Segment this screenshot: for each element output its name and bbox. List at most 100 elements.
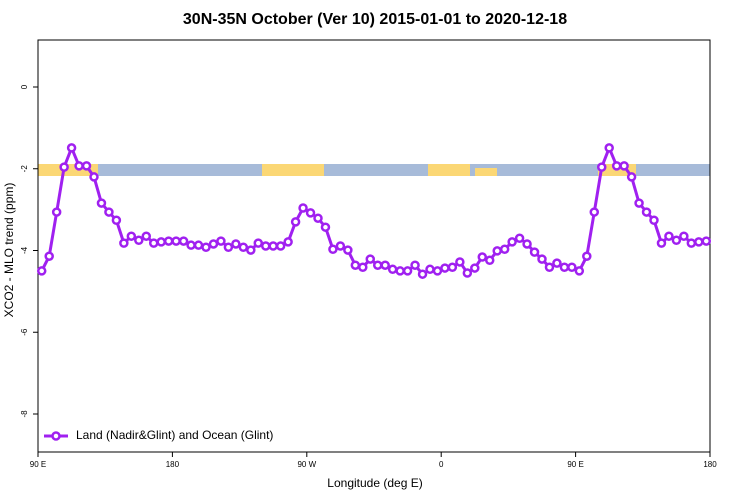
data-point xyxy=(559,262,570,273)
x-tick-label: 90 E xyxy=(567,460,583,469)
data-point xyxy=(499,244,510,255)
data-point xyxy=(492,246,502,256)
data-point xyxy=(156,237,166,247)
data-point xyxy=(104,207,114,217)
map-strip xyxy=(38,164,710,176)
data-point xyxy=(253,238,264,248)
legend-marker xyxy=(51,431,61,441)
data-point xyxy=(402,266,413,276)
data-point xyxy=(81,161,92,171)
data-point xyxy=(178,236,189,246)
data-point xyxy=(425,264,435,275)
data-point xyxy=(96,198,107,208)
data-point xyxy=(701,236,712,246)
data-point xyxy=(59,162,69,172)
data-point xyxy=(552,258,562,268)
data-point xyxy=(119,238,129,248)
data-point xyxy=(634,198,644,208)
data-point xyxy=(641,207,652,217)
data-point xyxy=(694,237,704,247)
data-point xyxy=(51,207,62,217)
data-point xyxy=(171,236,181,246)
data-point xyxy=(223,242,234,252)
data-point xyxy=(619,161,629,171)
data-point xyxy=(417,269,428,279)
data-point xyxy=(216,236,226,246)
x-tick-label: 90 E xyxy=(30,460,46,469)
y-tick-label: -6 xyxy=(20,328,29,336)
data-point xyxy=(365,254,376,264)
data-point xyxy=(671,235,682,246)
data-point xyxy=(380,260,390,270)
data-point xyxy=(604,143,614,153)
data-point xyxy=(514,233,525,243)
data-point xyxy=(134,235,144,246)
data-point xyxy=(462,268,473,278)
data-point xyxy=(484,255,495,266)
data-point xyxy=(231,239,241,249)
data-point xyxy=(544,262,555,273)
x-tick-label: 180 xyxy=(166,460,180,469)
data-point xyxy=(126,231,137,241)
chart-title: 30N-35N October (Ver 10) 2015-01-01 to 2… xyxy=(183,11,567,28)
data-point xyxy=(656,238,667,248)
data-point xyxy=(343,245,353,255)
data-point xyxy=(246,245,256,255)
data-point xyxy=(358,262,368,273)
data-point xyxy=(36,266,47,276)
y-tick-label: -8 xyxy=(20,410,29,418)
data-point xyxy=(163,236,174,246)
data-point xyxy=(201,242,211,252)
data-point xyxy=(350,260,361,270)
data-point xyxy=(395,266,405,276)
data-point xyxy=(335,241,346,251)
plot-frame xyxy=(37,39,711,453)
y-axis-label: XCO2 - MLO trend (ppm) xyxy=(2,183,16,318)
data-point xyxy=(477,252,488,262)
x-tick-label: 0 xyxy=(439,460,444,469)
data-point xyxy=(89,172,99,182)
data-point xyxy=(275,241,286,251)
data-point xyxy=(148,238,159,248)
data-point xyxy=(328,244,338,255)
data-point xyxy=(432,266,443,276)
data-point xyxy=(567,262,577,273)
data-point xyxy=(626,172,637,182)
data-point xyxy=(74,161,84,171)
data-point xyxy=(372,260,383,270)
data-point xyxy=(238,242,249,252)
data-point xyxy=(111,215,122,225)
data-point xyxy=(208,239,219,249)
data-point xyxy=(260,241,271,251)
data-point xyxy=(611,161,622,171)
data-point xyxy=(649,215,659,225)
data-point xyxy=(66,143,77,153)
y-tick-label: -4 xyxy=(20,246,29,254)
x-tick-label: 90 W xyxy=(297,460,316,469)
data-point xyxy=(470,263,480,273)
data-point xyxy=(522,239,532,249)
data-point xyxy=(589,207,600,217)
data-point xyxy=(186,240,196,250)
data-point xyxy=(290,217,301,227)
data-point xyxy=(679,231,689,241)
data-point xyxy=(686,238,697,248)
data-point xyxy=(141,231,152,241)
y-tick-label: -2 xyxy=(20,165,29,173)
data-point xyxy=(529,247,540,257)
data-point xyxy=(387,264,398,275)
data-point xyxy=(664,231,674,241)
data-point xyxy=(507,237,517,247)
data-point xyxy=(440,263,450,273)
data-point xyxy=(44,251,54,261)
data-point xyxy=(455,257,465,267)
data-point xyxy=(283,237,293,247)
data-point xyxy=(537,254,547,264)
data-point xyxy=(596,162,607,172)
x-axis-label: Longitude (deg E) xyxy=(327,476,422,490)
data-point xyxy=(298,203,308,213)
data-point xyxy=(313,213,323,223)
data-point xyxy=(193,240,204,250)
data-point xyxy=(268,241,278,251)
